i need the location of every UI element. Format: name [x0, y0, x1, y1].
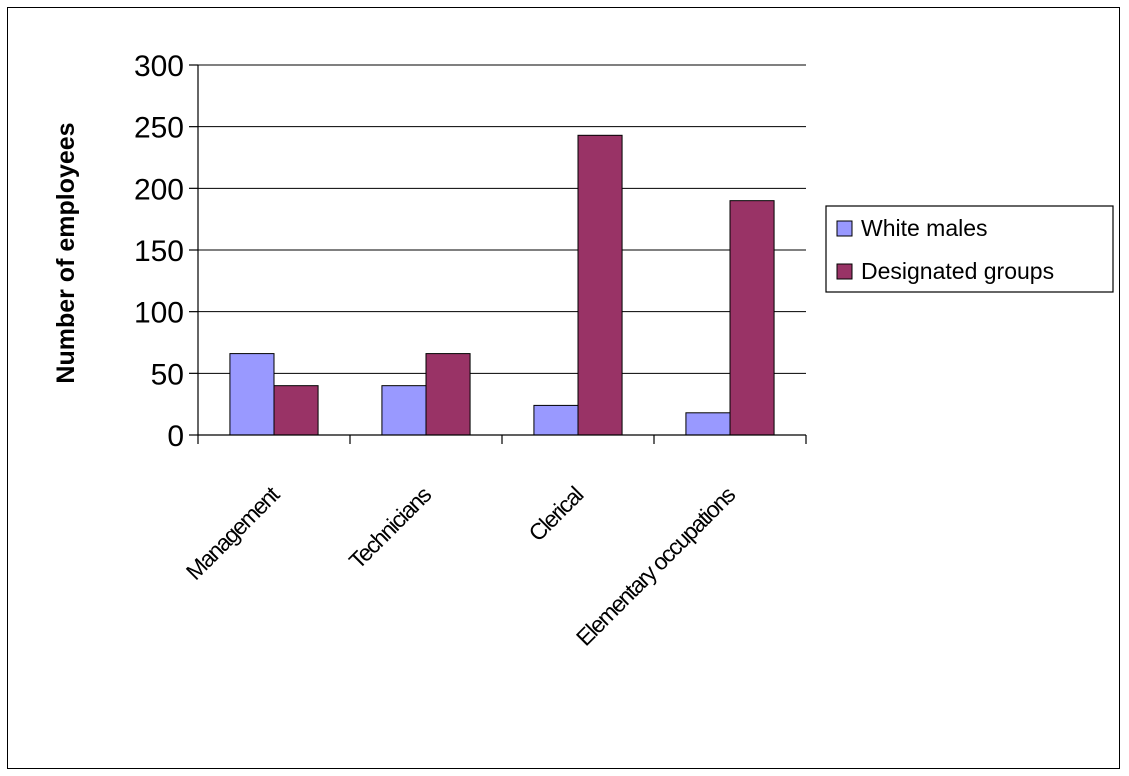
y-tick-labels: 0 50 100 150 200 250 300	[134, 50, 184, 453]
y-tick-label: 150	[134, 235, 184, 268]
bar-designated-groups	[577, 134, 623, 436]
y-tick-label: 50	[151, 358, 184, 391]
bars	[229, 134, 775, 436]
category-label: Technicians	[344, 481, 436, 573]
legend-label: White males	[861, 215, 988, 241]
y-tick-label: 100	[134, 297, 184, 330]
bar-chart: 0 50 100 150 200 250 300 Management Technicians…	[52, 50, 1114, 651]
y-tick-label: 250	[134, 112, 184, 145]
bar-white-males	[685, 412, 731, 436]
category-label: Management	[181, 481, 285, 585]
bar-designated-groups	[425, 353, 471, 436]
legend-label: Designated groups	[861, 258, 1054, 284]
category-label: Clerical	[523, 482, 587, 546]
y-axis-title: Number of employees	[52, 122, 80, 383]
legend-swatch	[836, 263, 853, 280]
y-tick-label: 300	[134, 50, 184, 83]
y-tick-label: 200	[134, 173, 184, 206]
category-label: Elementary occupations	[571, 481, 740, 650]
legend-box	[825, 205, 1114, 293]
legend: White males Designated groups	[825, 205, 1114, 293]
bar-white-males	[533, 404, 579, 436]
axes	[189, 64, 807, 444]
bar-white-males	[381, 385, 427, 436]
bar-white-males	[229, 353, 275, 436]
legend-swatch	[836, 220, 853, 237]
bar-designated-groups	[729, 200, 775, 436]
bar-designated-groups	[273, 385, 319, 436]
category-labels: Management Technicians ClericalElementary …	[181, 481, 740, 651]
chart-frame: 0 50 100 150 200 250 300 Management Technicians…	[7, 7, 1120, 769]
gridlines	[198, 64, 806, 374]
y-tick-label: 0	[167, 420, 184, 453]
